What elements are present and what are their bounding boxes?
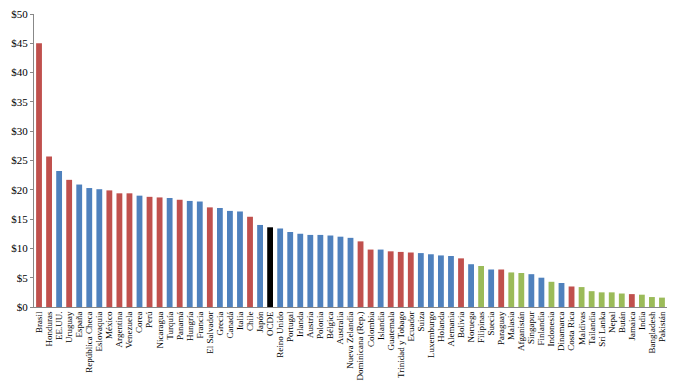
svg-text:Hungría: Hungría	[185, 312, 195, 342]
svg-text:El Salvador: El Salvador	[205, 312, 215, 354]
svg-text:Argentina: Argentina	[114, 312, 124, 348]
svg-text:Guatemala: Guatemala	[386, 312, 396, 351]
svg-text:Jamaica: Jamaica	[627, 312, 637, 341]
svg-text:Trinidad y Tobago: Trinidad y Tobago	[396, 311, 406, 378]
svg-text:Sri Lanka: Sri Lanka	[597, 312, 607, 347]
svg-text:Italia: Italia	[235, 312, 245, 331]
svg-text:Irlanda: Irlanda	[295, 312, 305, 337]
svg-text:Venezuela: Venezuela	[124, 312, 134, 349]
svg-text:Ecuador: Ecuador	[406, 312, 416, 342]
svg-text:Australia: Australia	[335, 312, 345, 345]
svg-text:Malasia: Malasia	[506, 312, 516, 341]
svg-text:OCDE: OCDE	[265, 311, 275, 336]
svg-text:Eslovaquia: Eslovaquia	[94, 312, 104, 352]
svg-text:Reino Unido: Reino Unido	[275, 311, 285, 358]
svg-text:Holanda: Holanda	[436, 312, 446, 343]
svg-text:Bolivia: Bolivia	[456, 312, 466, 339]
svg-text:Filipinas: Filipinas	[476, 311, 486, 343]
svg-text:Colombia: Colombia	[366, 312, 376, 348]
svg-text:Nueva Zelandia: Nueva Zelandia	[345, 312, 355, 369]
svg-text:$40: $40	[11, 66, 28, 78]
svg-text:Pakistán: Pakistán	[657, 311, 667, 342]
svg-text:Alemania: Alemania	[446, 312, 456, 347]
svg-text:Nicaragua: Nicaragua	[155, 312, 165, 349]
svg-text:Canadá: Canadá	[225, 312, 235, 339]
svg-text:Bangladesh: Bangladesh	[647, 311, 657, 353]
svg-text:Perú: Perú	[144, 311, 154, 328]
svg-text:Grecia: Grecia	[215, 312, 225, 336]
svg-text:Corea: Corea	[134, 312, 144, 334]
svg-text:México: México	[104, 311, 114, 339]
svg-text:Suecia: Suecia	[486, 312, 496, 336]
svg-text:$10: $10	[11, 242, 28, 254]
svg-text:Panamá: Panamá	[175, 312, 185, 341]
svg-text:$25: $25	[11, 154, 28, 166]
svg-text:$0: $0	[17, 301, 29, 313]
svg-text:Nepal: Nepal	[607, 311, 617, 333]
svg-text:$35: $35	[11, 96, 28, 108]
svg-text:$50: $50	[11, 8, 28, 20]
svg-text:Austria: Austria	[305, 312, 315, 339]
svg-text:Bután: Bután	[617, 311, 627, 333]
svg-text:Singapur: Singapur	[526, 312, 536, 345]
svg-text:Uruguay: Uruguay	[64, 311, 74, 343]
svg-text:$45: $45	[11, 37, 28, 49]
svg-text:Bélgica: Bélgica	[325, 312, 335, 340]
svg-text:Brasil: Brasil	[34, 311, 44, 333]
svg-text:Noruega: Noruega	[466, 312, 476, 343]
svg-text:EE.UU.: EE.UU.	[54, 312, 64, 341]
svg-text:$15: $15	[11, 213, 28, 225]
svg-text:Japón: Japón	[255, 311, 265, 332]
svg-text:Luxemburgo: Luxemburgo	[426, 311, 436, 358]
svg-text:República Checa: República Checa	[84, 312, 94, 373]
svg-text:Costa Rica: Costa Rica	[566, 312, 576, 351]
svg-text:Afganistán: Afganistán	[516, 311, 526, 351]
svg-text:Dominicana (Rep.): Dominicana (Rep.)	[355, 312, 365, 381]
svg-text:$20: $20	[11, 184, 28, 196]
svg-text:Dinamarca: Dinamarca	[556, 312, 566, 351]
svg-text:Francia: Francia	[195, 312, 205, 339]
svg-text:España: España	[74, 312, 84, 338]
svg-text:Suiza: Suiza	[416, 312, 426, 332]
svg-text:Chile: Chile	[245, 312, 255, 332]
svg-text:Portugal: Portugal	[285, 311, 295, 342]
svg-text:Islandia: Islandia	[376, 312, 386, 341]
svg-text:Turquía: Turquía	[165, 312, 175, 340]
svg-text:Polonia: Polonia	[315, 312, 325, 340]
svg-text:Tailandia: Tailandia	[587, 312, 597, 345]
svg-text:$5: $5	[17, 272, 29, 284]
svg-text:Paraguay: Paraguay	[496, 311, 506, 345]
svg-text:Indonesia: Indonesia	[546, 312, 556, 347]
svg-text:India: India	[637, 312, 647, 331]
svg-text:Maldivas: Maldivas	[577, 311, 587, 345]
svg-text:Honduras: Honduras	[44, 311, 54, 346]
svg-text:$30: $30	[11, 125, 28, 137]
svg-text:Finlandia: Finlandia	[536, 312, 546, 346]
